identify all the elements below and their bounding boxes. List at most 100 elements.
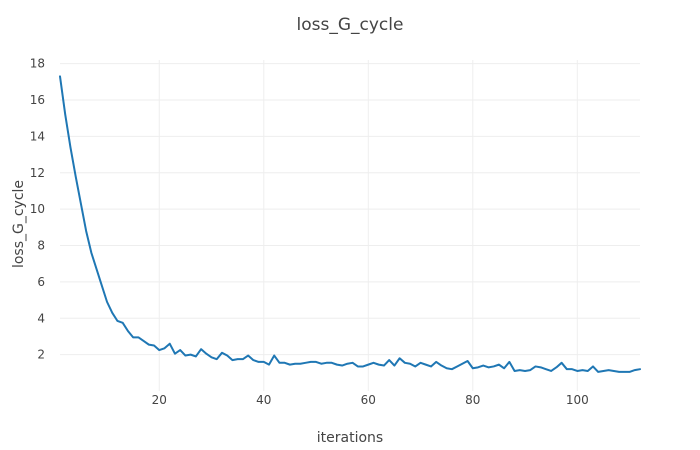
- data-point: [204, 352, 208, 356]
- data-point: [533, 364, 537, 368]
- data-point: [539, 365, 543, 369]
- data-point: [131, 335, 135, 339]
- data-point: [194, 354, 198, 358]
- x-tick-label: 80: [465, 393, 480, 407]
- data-point: [257, 360, 261, 364]
- data-point: [89, 251, 93, 255]
- data-point: [638, 367, 642, 371]
- data-point: [168, 342, 172, 346]
- data-point: [277, 361, 281, 365]
- data-point: [68, 145, 72, 149]
- data-point: [601, 369, 605, 373]
- data-point: [507, 360, 511, 364]
- data-point: [591, 364, 595, 368]
- data-point: [466, 359, 470, 363]
- data-point: [387, 358, 391, 362]
- data-point: [419, 361, 423, 365]
- data-point: [586, 369, 590, 373]
- chart-title: loss_G_cycle: [297, 15, 404, 35]
- y-tick-labels: 2 4 6 8 10 12 14 16 18: [30, 57, 45, 362]
- data-point: [403, 361, 407, 365]
- data-point: [283, 361, 287, 365]
- data-point: [476, 365, 480, 369]
- y-tick-label: 8: [37, 239, 45, 253]
- data-point: [267, 363, 271, 367]
- data-point: [633, 368, 637, 372]
- data-point: [309, 360, 313, 364]
- data-point: [523, 369, 527, 373]
- data-point: [445, 366, 449, 370]
- data-point: [100, 284, 104, 288]
- data-point: [173, 352, 177, 356]
- data-point: [429, 364, 433, 368]
- data-point: [304, 361, 308, 365]
- data-point: [335, 363, 339, 367]
- data-point: [319, 362, 323, 366]
- data-point: [220, 351, 224, 355]
- data-point: [340, 364, 344, 368]
- data-point: [189, 353, 193, 357]
- data-point: [330, 361, 334, 365]
- data-point: [115, 319, 119, 323]
- data-point: [142, 339, 146, 343]
- data-point: [199, 347, 203, 351]
- data-point: [225, 354, 229, 358]
- data-point: [241, 357, 245, 361]
- data-point: [298, 362, 302, 366]
- y-tick-label: 6: [37, 275, 45, 289]
- data-point: [434, 360, 438, 364]
- data-point: [84, 229, 88, 233]
- data-point: [95, 267, 99, 271]
- data-point: [210, 355, 214, 359]
- data-point: [455, 364, 459, 368]
- data-point: [79, 202, 83, 206]
- data-point: [272, 354, 276, 358]
- data-point: [544, 367, 548, 371]
- data-point: [513, 369, 517, 373]
- data-point: [413, 364, 417, 368]
- data-point: [215, 357, 219, 361]
- data-point: [492, 364, 496, 368]
- data-point: [570, 367, 574, 371]
- data-point: [236, 357, 240, 361]
- data-point: [351, 361, 355, 365]
- data-point: [262, 360, 266, 364]
- data-point: [560, 361, 564, 365]
- y-tick-label: 14: [30, 129, 45, 143]
- data-point: [392, 364, 396, 368]
- data-point: [471, 366, 475, 370]
- data-point: [450, 367, 454, 371]
- data-point: [460, 362, 464, 366]
- data-point: [372, 361, 376, 365]
- data-point: [361, 364, 365, 368]
- data-point: [246, 354, 250, 358]
- data-point: [424, 363, 428, 367]
- y-gridlines: [60, 63, 640, 356]
- data-point: [554, 365, 558, 369]
- data-point: [63, 113, 67, 117]
- x-tick-label: 20: [152, 393, 167, 407]
- data-point: [596, 370, 600, 374]
- data-point: [230, 358, 234, 362]
- data-point: [565, 367, 569, 371]
- data-point: [251, 358, 255, 362]
- data-point: [183, 354, 187, 358]
- data-point: [136, 335, 140, 339]
- data-point: [439, 364, 443, 368]
- x-tick-label: 100: [566, 393, 589, 407]
- data-point: [486, 365, 490, 369]
- data-point: [366, 363, 370, 367]
- data-point: [612, 369, 616, 373]
- data-point: [617, 370, 621, 374]
- data-point: [398, 356, 402, 360]
- x-gridlines: [158, 60, 578, 391]
- data-point: [528, 368, 532, 372]
- data-point: [324, 361, 328, 365]
- data-point: [147, 343, 151, 347]
- data-point: [575, 369, 579, 373]
- x-tick-label: 60: [361, 393, 376, 407]
- data-point: [74, 174, 78, 178]
- data-point: [481, 364, 485, 368]
- x-axis-title: iterations: [317, 430, 383, 446]
